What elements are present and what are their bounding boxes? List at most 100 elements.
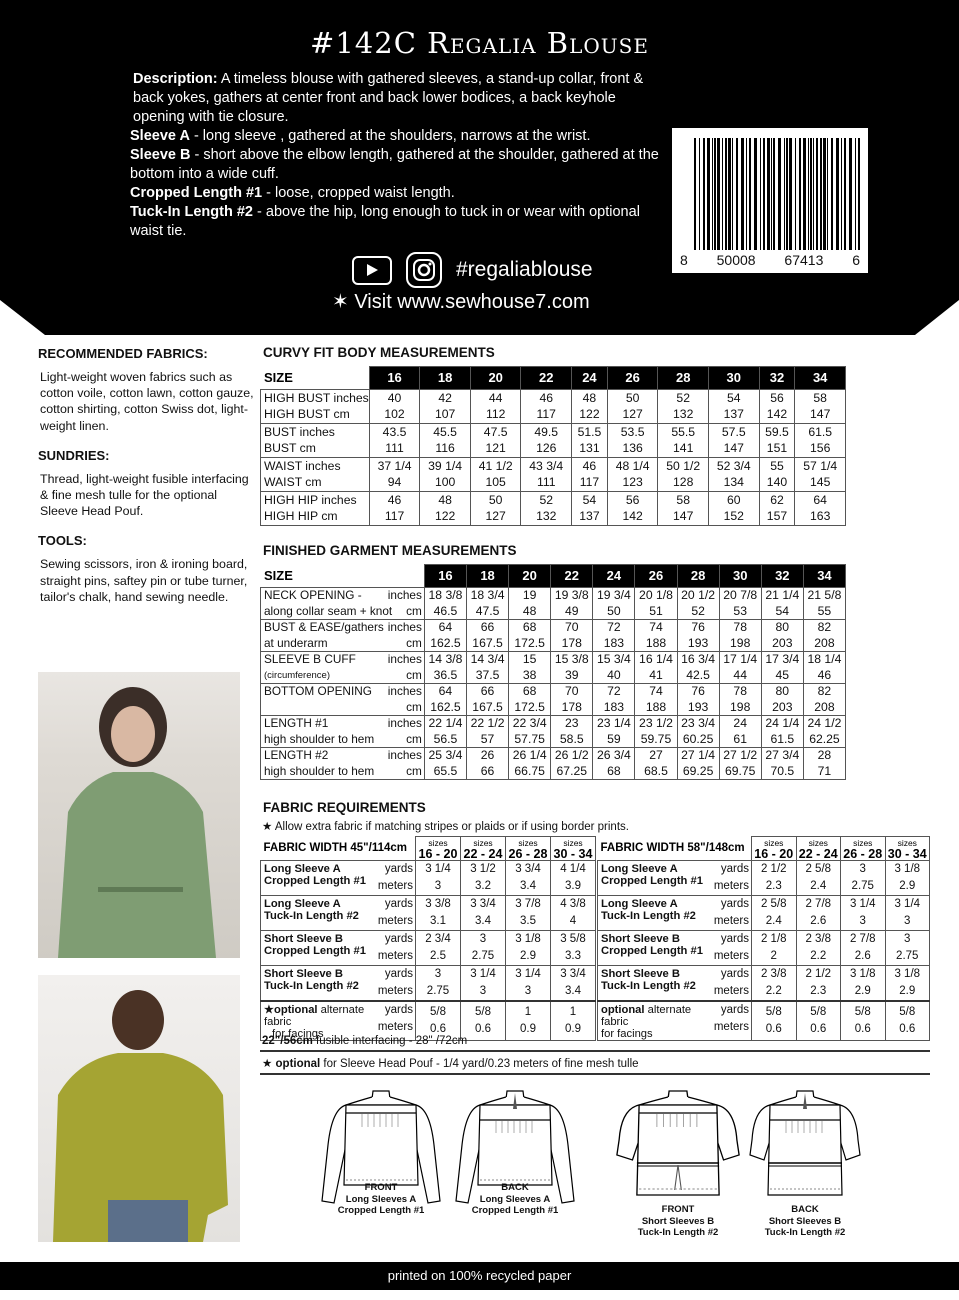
- text: 43.5: [382, 425, 407, 439]
- text: sizes: [764, 837, 784, 848]
- text: 3 1/8: [894, 863, 921, 875]
- text: 122: [579, 406, 600, 421]
- cell: 20 1/8 51: [634, 587, 678, 620]
- fabric-requirements-title: FABRIC REQUIREMENTS: [263, 800, 426, 815]
- row-label: LENGTH #2 inches high shoulder to hem cm: [260, 747, 425, 780]
- text: 76: [691, 620, 705, 634]
- cell: 52 3/4 134: [707, 457, 760, 492]
- cell: 70 178: [550, 683, 594, 716]
- finished-measurements-table: SIZE 16 18 20 22 24 26 28 30 32 34 NECK OPENING - in…: [260, 564, 847, 780]
- text: 127: [485, 508, 506, 523]
- cell: 2 7/8 2.6: [795, 895, 841, 931]
- text: LENGTH #1: [264, 716, 329, 730]
- text: 80: [775, 684, 790, 698]
- text: 45: [775, 667, 790, 682]
- interfacing-line: 22"/56cm fusible interfacing - 28" /72cm: [260, 1032, 930, 1052]
- text: 112: [485, 406, 506, 421]
- text: Tuck-In Length #2: [601, 980, 696, 992]
- barcode-bar: [713, 138, 716, 250]
- text: 67.25: [556, 763, 588, 778]
- text: 47.5: [483, 425, 508, 439]
- cell: 3 3/8 3.1: [415, 895, 461, 931]
- text: 156: [810, 440, 831, 455]
- cell: 70 178: [550, 619, 594, 652]
- text: 0.6: [765, 1023, 782, 1035]
- size-column: 24: [571, 366, 608, 390]
- text: 172.5: [514, 699, 545, 714]
- text: 24: [733, 716, 747, 730]
- cell: 16 3/4 42.5: [676, 651, 720, 684]
- text: 0.6: [810, 1023, 827, 1035]
- text: 18 1/4: [807, 652, 842, 666]
- instagram-icon[interactable]: [406, 252, 442, 288]
- text: 2 1/8: [760, 933, 787, 945]
- text: 57.75: [514, 731, 545, 746]
- text: 44: [488, 391, 503, 405]
- text: sizes: [853, 837, 873, 848]
- cell: 56 142: [758, 389, 796, 424]
- text: 66: [480, 684, 495, 698]
- text: high shoulder to hem: [264, 731, 375, 746]
- text: 157: [766, 508, 788, 523]
- hashtag[interactable]: #regaliablouse: [456, 258, 593, 281]
- text: 151: [766, 440, 788, 455]
- youtube-icon[interactable]: [352, 255, 392, 285]
- unit-label: yards meters: [374, 895, 416, 931]
- text: 2 3/8: [760, 968, 787, 980]
- text: 28: [817, 748, 832, 762]
- text: meters: [713, 915, 749, 927]
- text: 117: [579, 474, 600, 489]
- cell: 74 188: [634, 683, 678, 716]
- text: 61: [733, 731, 747, 746]
- cell: 20 1/2 52: [676, 587, 720, 620]
- size-column: 32: [760, 564, 804, 588]
- cell: 3 7/8 3.5: [505, 895, 551, 931]
- text: inches: [387, 588, 422, 602]
- table-row: Short Sleeve B Tuck-In Length #2 yards mete…: [597, 965, 930, 1002]
- text: 142: [622, 508, 643, 523]
- text: 2.75: [471, 950, 495, 962]
- cell: 2 5/8 2.4: [751, 895, 797, 931]
- size-group-header: sizes 16 - 20: [415, 836, 461, 861]
- text: 68: [522, 684, 537, 698]
- website-link[interactable]: ✶ Visit www.sewhouse7.com: [332, 291, 590, 313]
- table-row: Short Sleeve B Cropped Length #1 yards mete…: [597, 930, 930, 966]
- barcode-bar: [840, 138, 842, 250]
- cell: 2 1/2 2.3: [751, 860, 797, 896]
- cell: 3 1/8 2.9: [884, 965, 930, 1002]
- size-group-header: sizes 26 - 28: [505, 836, 551, 861]
- text: 22 - 24: [463, 846, 503, 861]
- cell: 5/8 0.6: [795, 1000, 841, 1041]
- text: 57: [480, 731, 495, 746]
- text: 3: [479, 933, 487, 945]
- text: 2 1/2: [805, 968, 832, 980]
- cell: 58 147: [794, 389, 846, 424]
- cell: 60 152: [707, 491, 760, 526]
- cell: 46 117: [520, 389, 573, 424]
- text: LENGTH #2: [264, 748, 329, 762]
- text: 2 5/8: [805, 863, 832, 875]
- text: sizes: [473, 837, 493, 848]
- text: meters: [377, 915, 413, 927]
- text: 48: [438, 493, 452, 507]
- text: 140: [766, 474, 788, 489]
- table-row: Long Sleeve A Cropped Length #1 yards meter…: [597, 860, 930, 896]
- cell: 82 208: [802, 683, 847, 716]
- text: Short Sleeve B: [601, 933, 680, 945]
- text: 3 1/8: [515, 933, 541, 945]
- cell: 14 3/8 36.5: [423, 651, 468, 684]
- size-header: SIZE: [260, 564, 425, 588]
- cell: 5/8 0.6: [884, 1000, 930, 1041]
- text: 49.5: [534, 425, 559, 439]
- size-column: 28: [657, 366, 709, 390]
- cell: 19 3/8 49: [550, 587, 594, 620]
- text: 142: [766, 406, 788, 421]
- barcode-bar: [826, 138, 828, 250]
- text: 126: [536, 440, 557, 455]
- text: 58.5: [559, 731, 584, 746]
- barcode-bar: [759, 138, 761, 250]
- description: Description: A timeless blouse with gath…: [130, 70, 670, 241]
- cell: 5/8 0.6: [751, 1000, 797, 1041]
- text: Long Sleeve A: [264, 898, 341, 910]
- text: 183: [603, 635, 625, 650]
